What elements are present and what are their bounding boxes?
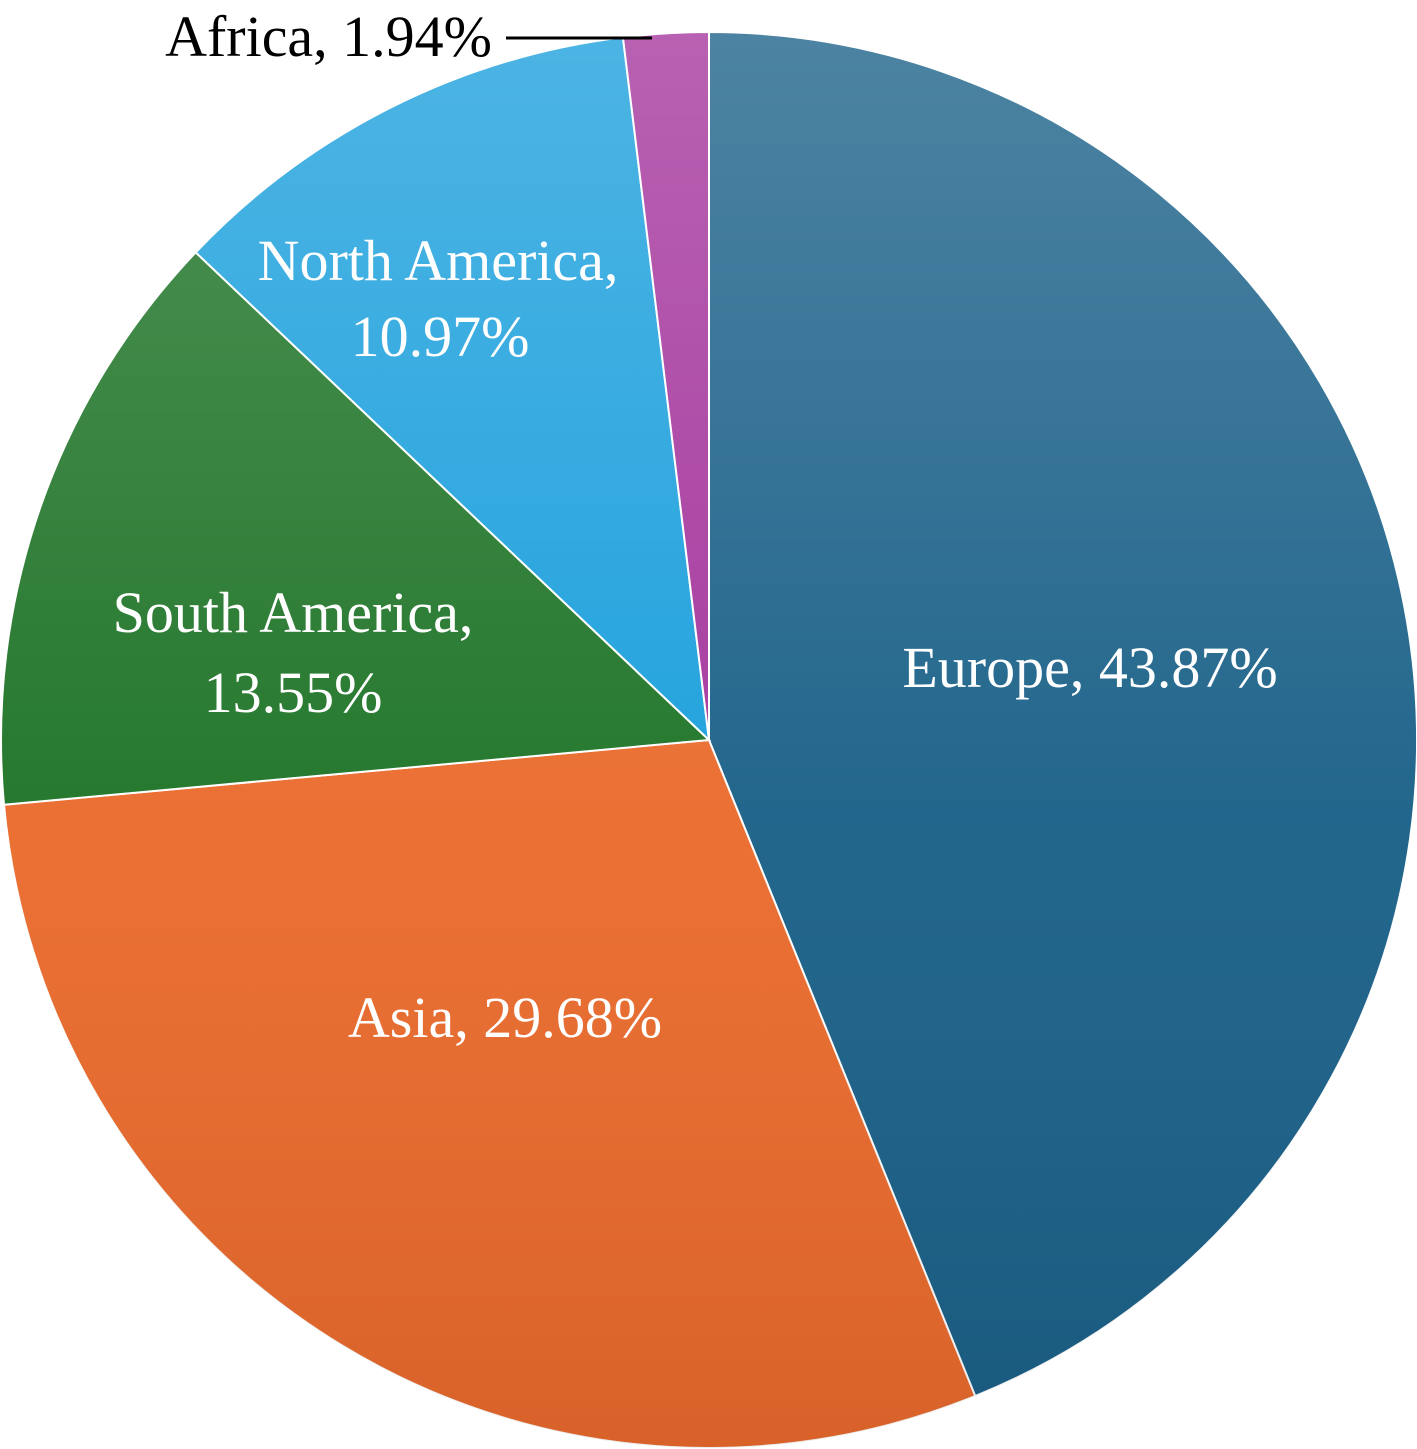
- asia-label: Asia, 29.68%: [348, 985, 662, 1050]
- north-america-label-line2: 10.97%: [351, 304, 530, 369]
- north-america-label-line1: North America,: [258, 228, 619, 293]
- africa-label: Africa, 1.94%: [165, 4, 492, 69]
- south-america-label-line1: South America,: [113, 580, 474, 645]
- labels-layer: Europe, 43.87% Asia, 29.68% South Americ…: [113, 4, 1278, 1050]
- south-america-label-line2: 13.55%: [204, 660, 383, 725]
- slices-layer: [0, 30, 1417, 1449]
- europe-label: Europe, 43.87%: [902, 635, 1277, 700]
